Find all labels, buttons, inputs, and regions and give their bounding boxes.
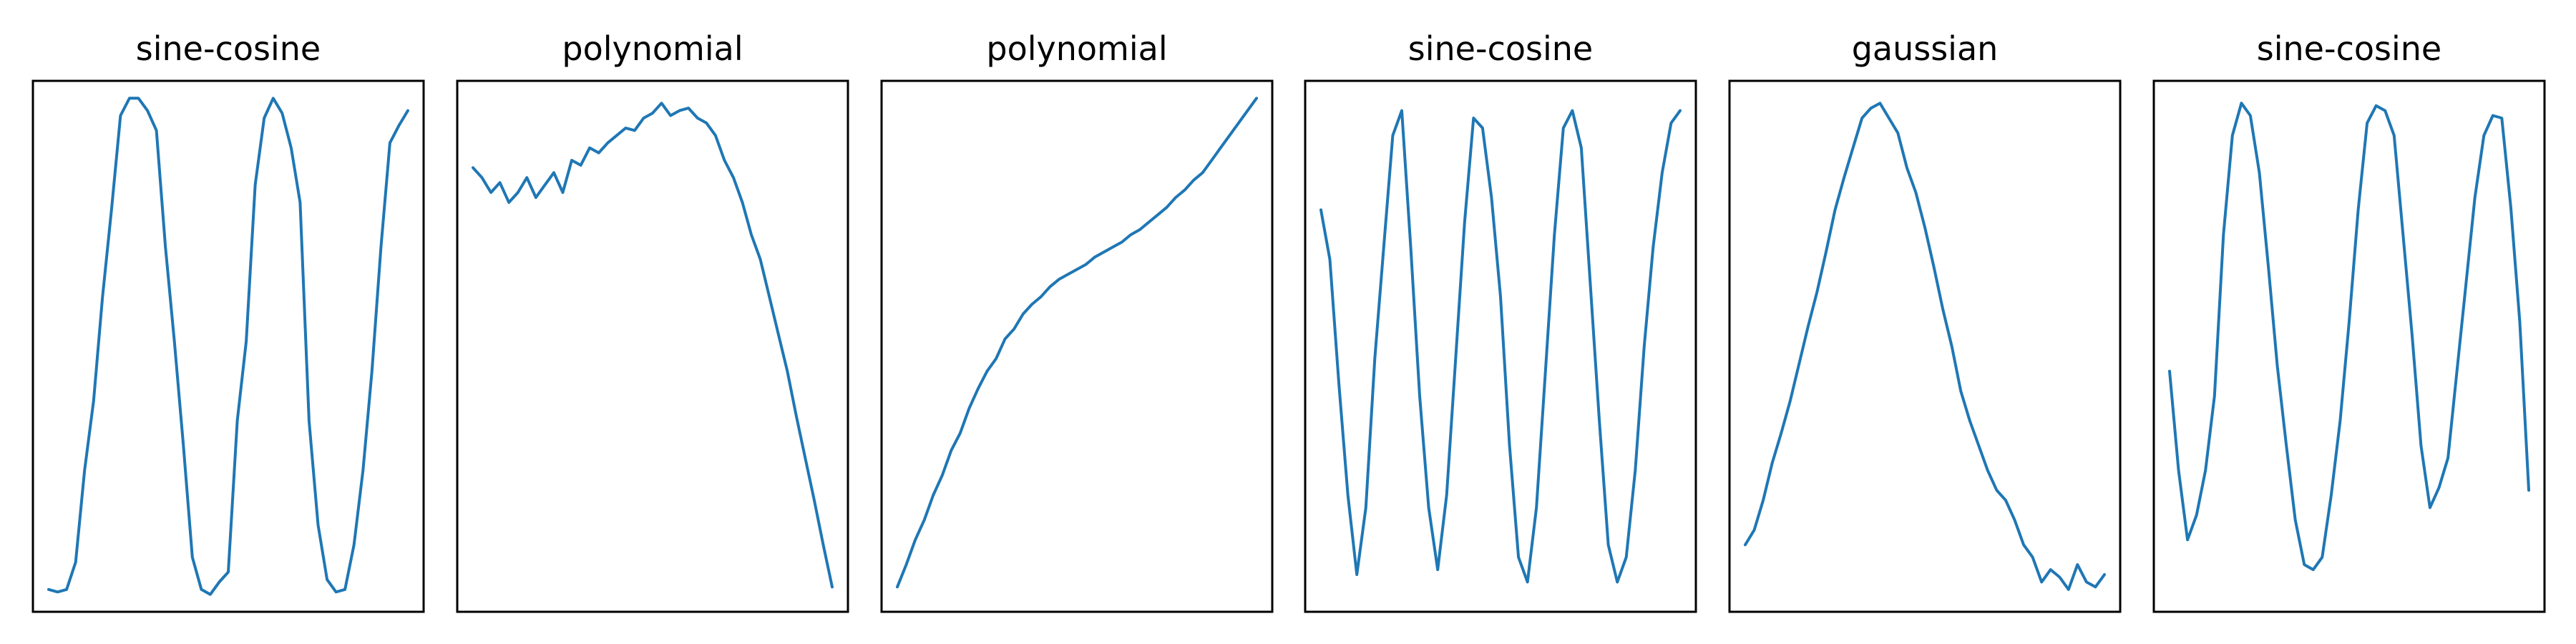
subplot-title: gaussian (1852, 29, 1999, 68)
subplot-title: polynomial (986, 29, 1167, 68)
axes-frame (2152, 79, 2546, 613)
subplot-1: sine-cosine (31, 29, 425, 613)
subplot-2: polynomial (456, 29, 849, 613)
series-line (2168, 102, 2530, 572)
series-line (472, 102, 834, 589)
series-line (1744, 102, 2106, 591)
subplot-title: sine-cosine (1408, 29, 1593, 68)
series-line (896, 97, 1258, 589)
subplot-4: sine-cosine (1304, 29, 1697, 613)
axes-frame (880, 79, 1274, 613)
axes-frame (456, 79, 849, 613)
subplot-title: sine-cosine (2257, 29, 2441, 68)
axes-frame (1304, 79, 1697, 613)
subplot-title: polynomial (562, 29, 743, 68)
subplot-3: polynomial (880, 29, 1274, 613)
series-line (1319, 109, 1682, 584)
axes-frame (1728, 79, 2122, 613)
axes-frame (31, 79, 425, 613)
series-line (47, 97, 409, 596)
subplot-6: sine-cosine (2152, 29, 2546, 613)
subplot-title: sine-cosine (136, 29, 321, 68)
subplot-5: gaussian (1728, 29, 2122, 613)
